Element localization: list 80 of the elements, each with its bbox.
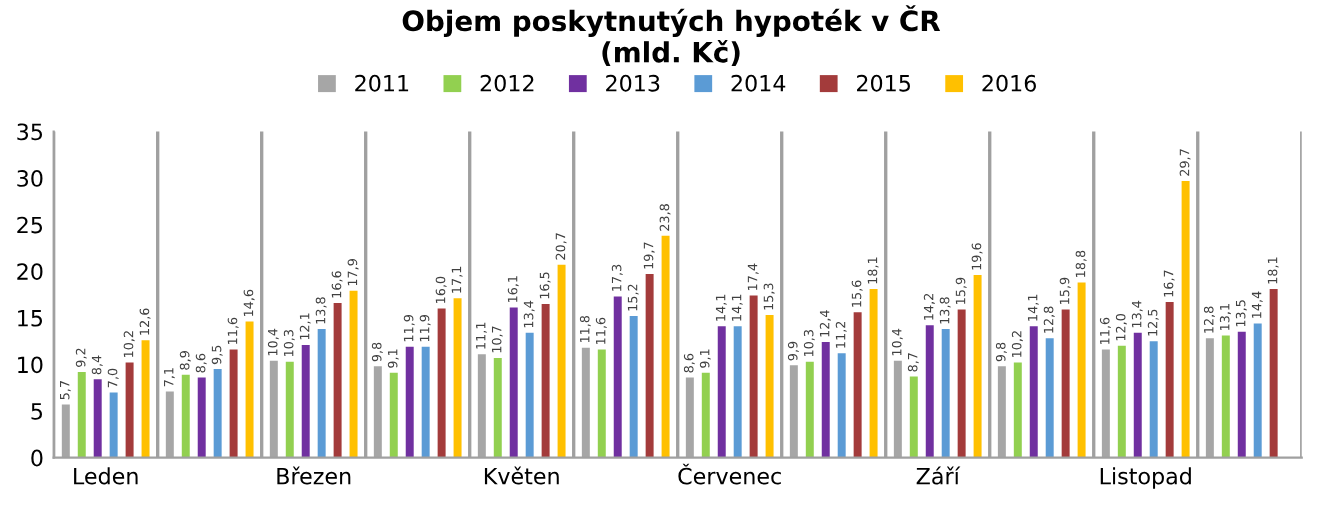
bar — [525, 332, 534, 458]
bar — [821, 342, 830, 458]
bar — [1133, 332, 1142, 458]
y-tick-label: 15 — [18, 310, 43, 327]
bar — [245, 321, 254, 458]
bar — [405, 346, 414, 458]
x-tick-label: Leden — [74, 467, 138, 485]
bar — [333, 302, 342, 458]
bar — [1029, 326, 1038, 458]
bar — [749, 295, 758, 458]
bar — [613, 296, 622, 458]
bar — [645, 274, 654, 458]
bar — [437, 308, 446, 458]
bar — [941, 329, 950, 458]
bar — [389, 372, 398, 458]
bar — [509, 307, 518, 458]
bar — [317, 329, 326, 458]
y-tick-label: 25 — [17, 216, 43, 234]
bar — [733, 326, 742, 458]
bar — [717, 326, 726, 458]
bar — [837, 353, 846, 458]
bar — [301, 344, 310, 458]
x-tick-label: Květen — [484, 466, 559, 485]
bar — [421, 346, 430, 458]
bar — [557, 264, 566, 458]
y-tick-label: 10 — [18, 356, 43, 374]
bar — [1181, 180, 1190, 458]
bar — [597, 349, 606, 458]
bar — [541, 303, 550, 458]
legend-label: 2014 — [731, 74, 786, 92]
bar — [869, 288, 878, 458]
bar — [925, 325, 934, 458]
bar — [493, 357, 502, 458]
bar — [1253, 323, 1262, 458]
bar — [909, 376, 918, 458]
bar — [629, 315, 638, 458]
chart-title: Objem poskytnutých hypoték v ČR (mld. Kč) — [402, 5, 941, 66]
bar — [109, 392, 118, 458]
bar — [125, 362, 134, 458]
bar — [77, 371, 86, 458]
bar — [1013, 362, 1022, 458]
bar — [1117, 345, 1126, 458]
bar — [181, 374, 190, 458]
bar — [957, 309, 966, 458]
legend-label: 2015 — [857, 74, 910, 92]
bar — [1061, 309, 1070, 458]
bar — [453, 298, 462, 458]
x-tick-label: Březen — [277, 466, 351, 485]
x-tick-label: Listopad — [1100, 467, 1191, 489]
x-tick-label: Září — [916, 466, 961, 485]
bar — [1269, 288, 1278, 458]
bar — [1237, 331, 1246, 458]
bar — [93, 379, 102, 458]
y-tick-label: 0 — [31, 449, 43, 467]
y-tick-label: 5 — [31, 403, 43, 420]
legend-label: 2016 — [982, 74, 1036, 92]
bar — [349, 290, 358, 458]
bar — [805, 361, 814, 458]
bar — [661, 235, 670, 458]
legend-label: 2012 — [480, 74, 534, 92]
y-tick-label: 35 — [17, 123, 43, 141]
bar — [765, 315, 774, 458]
bar — [1149, 341, 1158, 458]
x-tick-label: Červenec — [678, 463, 781, 485]
bar — [973, 274, 982, 458]
bar — [1165, 302, 1174, 458]
y-tick-label: 30 — [17, 170, 43, 187]
bar — [853, 312, 862, 458]
legend-label: 2011 — [355, 74, 409, 92]
bar — [229, 349, 238, 458]
bar — [1077, 282, 1086, 458]
bar — [701, 372, 710, 458]
legend-label: 2013 — [606, 74, 660, 92]
bar — [1045, 338, 1054, 458]
bar — [1221, 335, 1230, 458]
y-tick-label: 20 — [17, 263, 43, 281]
bar — [197, 377, 206, 458]
bar — [141, 340, 150, 458]
bar — [213, 369, 222, 458]
bar — [285, 361, 294, 458]
